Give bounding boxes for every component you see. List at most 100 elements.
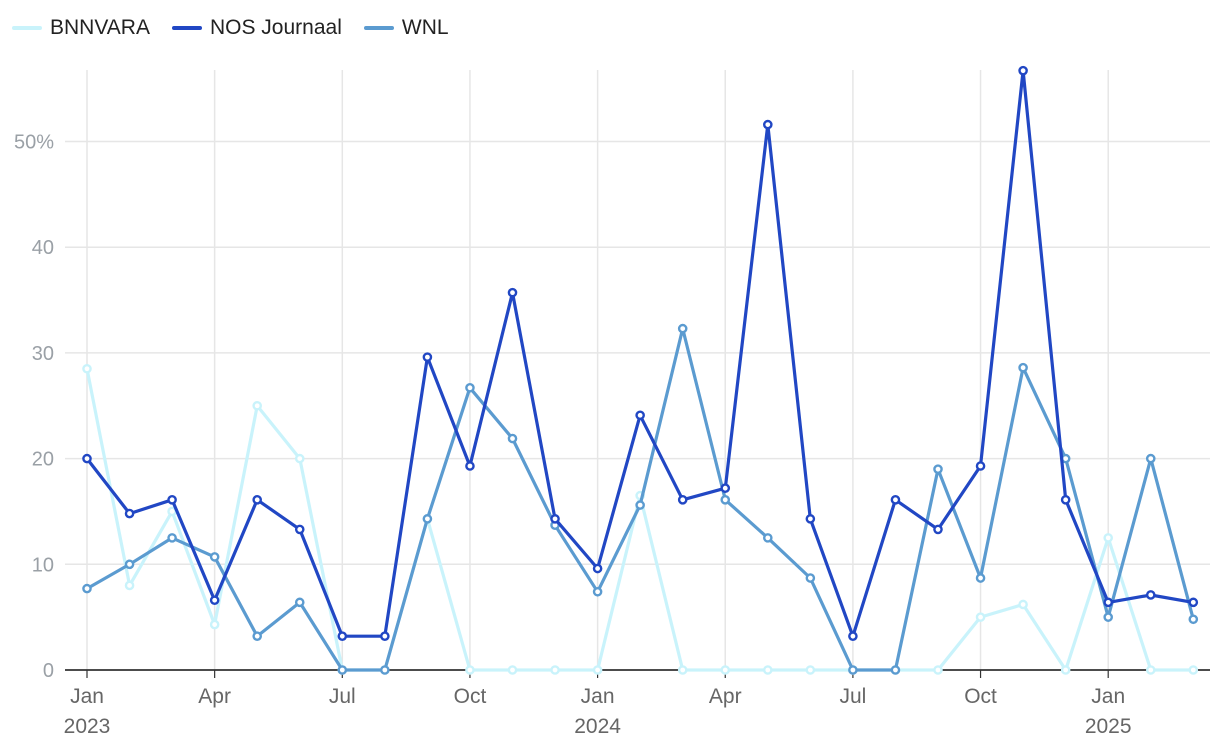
- data-point-nos-journaal[interactable]: [82, 453, 92, 464]
- data-point-nos-journaal[interactable]: [975, 461, 986, 471]
- data-point-wnl[interactable]: [763, 533, 773, 543]
- data-point-wnl[interactable]: [507, 433, 518, 444]
- data-point-nos-journaal[interactable]: [933, 524, 943, 535]
- data-point-nos-journaal[interactable]: [805, 514, 816, 524]
- legend-item-bnnvara[interactable]: BNNVARA: [12, 16, 150, 40]
- data-point-wnl[interactable]: [890, 665, 901, 675]
- data-point-wnl[interactable]: [82, 583, 92, 594]
- data-point-nos-journaal[interactable]: [763, 119, 773, 130]
- data-point-nos-journaal[interactable]: [507, 287, 518, 298]
- data-point-wnl[interactable]: [1188, 614, 1199, 625]
- data-point-nos-journaal[interactable]: [252, 495, 263, 505]
- data-point-nos-journaal[interactable]: [124, 508, 135, 519]
- data-point-bnnvara[interactable]: [1188, 665, 1199, 675]
- data-point-nos-journaal[interactable]: [209, 595, 220, 606]
- data-point-bnnvara[interactable]: [209, 619, 220, 630]
- data-point-bnnvara[interactable]: [975, 612, 986, 622]
- data-point-nos-journaal[interactable]: [337, 631, 348, 641]
- legend-swatch-wnl: [363, 26, 394, 30]
- y-tick-label: 30: [32, 343, 54, 365]
- legend-label-wnl: WNL: [401, 16, 449, 39]
- data-point-nos-journaal[interactable]: [720, 483, 731, 493]
- legend-item-wnl[interactable]: WNL: [363, 16, 449, 40]
- data-point-wnl[interactable]: [252, 631, 263, 641]
- data-point-bnnvara[interactable]: [1018, 599, 1028, 610]
- data-point-bnnvara[interactable]: [592, 665, 603, 675]
- legend-swatch-nos-journaal: [171, 26, 202, 30]
- x-tick-label: Jan: [581, 685, 615, 708]
- data-point-wnl[interactable]: [720, 495, 731, 505]
- legend-label-nos-journaal: NOS Journaal: [209, 16, 342, 39]
- data-point-wnl[interactable]: [465, 382, 475, 393]
- x-tick-label: Oct: [454, 685, 487, 708]
- data-point-wnl[interactable]: [294, 597, 305, 608]
- data-point-bnnvara[interactable]: [124, 580, 135, 591]
- data-point-nos-journaal[interactable]: [1188, 597, 1199, 608]
- data-point-nos-journaal[interactable]: [1060, 495, 1071, 505]
- data-point-wnl[interactable]: [1145, 453, 1156, 464]
- data-point-nos-journaal[interactable]: [635, 410, 645, 421]
- x-tick-label: Jul: [839, 685, 866, 708]
- data-point-wnl[interactable]: [677, 323, 688, 334]
- data-point-bnnvara[interactable]: [507, 665, 518, 675]
- data-point-wnl[interactable]: [805, 573, 816, 583]
- data-point-wnl[interactable]: [422, 514, 433, 524]
- data-point-bnnvara[interactable]: [720, 665, 731, 675]
- data-point-wnl[interactable]: [124, 559, 135, 570]
- x-tick-label: Oct: [964, 685, 997, 708]
- data-point-nos-journaal[interactable]: [677, 495, 688, 505]
- data-point-wnl[interactable]: [635, 500, 645, 510]
- data-point-nos-journaal[interactable]: [1018, 65, 1028, 76]
- data-point-nos-journaal[interactable]: [380, 631, 390, 641]
- x-tick-year-label: 2025: [1085, 715, 1132, 738]
- data-point-nos-journaal[interactable]: [890, 495, 901, 505]
- data-point-nos-journaal[interactable]: [1145, 590, 1156, 600]
- y-tick-label: 0: [43, 660, 54, 682]
- data-point-nos-journaal[interactable]: [167, 495, 177, 505]
- data-point-wnl[interactable]: [1018, 362, 1028, 373]
- x-tick-label: Apr: [709, 685, 742, 708]
- data-point-bnnvara[interactable]: [252, 400, 263, 411]
- legend-item-nos-journaal[interactable]: NOS Journaal: [171, 16, 342, 40]
- data-point-bnnvara[interactable]: [677, 665, 688, 675]
- data-point-bnnvara[interactable]: [1060, 665, 1071, 675]
- x-tick-year-label: 2024: [574, 715, 621, 738]
- data-point-bnnvara[interactable]: [1103, 533, 1113, 543]
- data-point-wnl[interactable]: [380, 665, 390, 675]
- x-tick-label: Jul: [329, 685, 356, 708]
- data-point-bnnvara[interactable]: [550, 665, 560, 675]
- data-point-wnl[interactable]: [975, 573, 986, 583]
- data-point-wnl[interactable]: [337, 665, 348, 675]
- data-point-nos-journaal[interactable]: [848, 631, 858, 641]
- data-point-bnnvara[interactable]: [933, 665, 943, 675]
- y-tick-label: 20: [32, 449, 54, 471]
- data-point-bnnvara[interactable]: [1145, 665, 1156, 675]
- y-tick-label: 40: [32, 237, 54, 259]
- x-tick-year-label: 2023: [64, 715, 111, 738]
- legend: BNNVARA NOS Journaal WNL: [12, 16, 449, 40]
- data-point-nos-journaal[interactable]: [550, 514, 560, 524]
- data-point-nos-journaal[interactable]: [1103, 597, 1113, 608]
- data-point-nos-journaal[interactable]: [592, 563, 603, 574]
- data-point-bnnvara[interactable]: [763, 665, 773, 675]
- data-point-wnl[interactable]: [848, 665, 858, 675]
- y-tick-label: 50%: [14, 132, 54, 154]
- x-tick-label: Jan: [70, 685, 104, 708]
- data-point-nos-journaal[interactable]: [465, 461, 475, 471]
- data-point-wnl[interactable]: [1103, 612, 1113, 622]
- data-point-wnl[interactable]: [933, 464, 943, 474]
- data-point-wnl[interactable]: [209, 552, 220, 562]
- data-point-bnnvara[interactable]: [465, 665, 475, 675]
- data-point-nos-journaal[interactable]: [294, 524, 305, 535]
- x-tick-label: Apr: [198, 685, 231, 708]
- x-tick-label: Jan: [1091, 685, 1125, 708]
- data-point-wnl[interactable]: [167, 533, 177, 543]
- data-point-wnl[interactable]: [592, 586, 603, 597]
- data-point-bnnvara[interactable]: [294, 453, 305, 464]
- legend-swatch-bnnvara: [12, 26, 42, 30]
- data-point-bnnvara[interactable]: [805, 665, 816, 675]
- data-point-nos-journaal[interactable]: [422, 352, 433, 362]
- data-point-bnnvara[interactable]: [82, 363, 92, 374]
- legend-label-bnnvara: BNNVARA: [50, 16, 150, 39]
